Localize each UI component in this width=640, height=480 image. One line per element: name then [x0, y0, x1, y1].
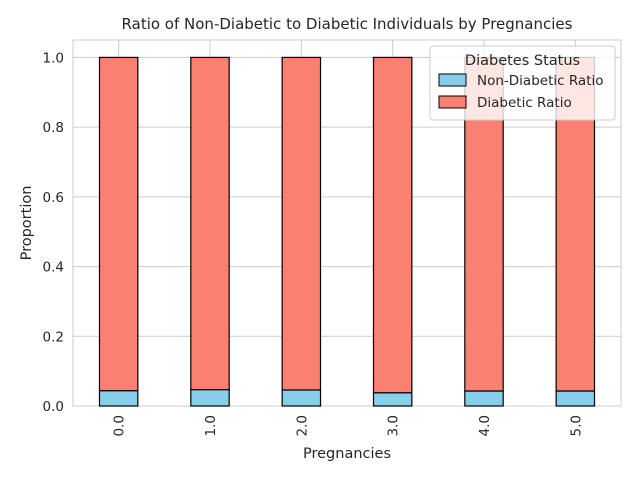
- x-tick-label: 3.0: [386, 415, 402, 436]
- x-tick-label: 0.0: [112, 415, 128, 436]
- y-tick-label: 0.8: [43, 120, 64, 136]
- chart-title: Ratio of Non-Diabetic to Diabetic Indivi…: [122, 15, 573, 33]
- bar-non-diabetic-ratio-2-0: [281, 389, 322, 407]
- legend: Diabetes Status Non-Diabetic Ratio Diabet…: [429, 45, 616, 121]
- x-tick-label: 2.0: [294, 415, 310, 436]
- bar-non-diabetic-ratio-4-0: [464, 390, 504, 407]
- bar-diabetic-ratio-3-0: [372, 56, 413, 394]
- x-axis-label: Pregnancies: [303, 446, 391, 462]
- legend-title: Diabetes Status: [465, 53, 580, 69]
- bar-diabetic-ratio-1-0: [190, 56, 230, 391]
- x-tick-label: 5.0: [568, 415, 584, 436]
- x-tick-label: 1.0: [203, 415, 219, 436]
- bar-non-diabetic-ratio-5-0: [555, 390, 596, 407]
- legend-swatch-non-diabetic-ratio: [438, 73, 467, 87]
- bar-non-diabetic-ratio-3-0: [372, 392, 413, 407]
- bar-non-diabetic-ratio-1-0: [190, 389, 230, 407]
- x-tick-label: 4.0: [477, 415, 493, 436]
- y-axis-label: Proportion: [19, 186, 35, 261]
- y-tick-label: 0.2: [43, 329, 64, 345]
- legend-label-non-diabetic-ratio: Non-Diabetic Ratio: [477, 73, 604, 89]
- legend-label-diabetic-ratio: Diabetic Ratio: [477, 95, 572, 111]
- x-tick-labels: 0.0 1.0 2.0 3.0 4.0 5.0: [112, 415, 585, 436]
- y-tick-labels: 0.0 0.2 0.4 0.6 0.8 1.0: [43, 50, 64, 415]
- bar-diabetic-ratio-2-0: [281, 56, 322, 391]
- legend-box: [429, 45, 616, 121]
- bar-diabetic-ratio-0-0: [98, 56, 139, 392]
- legend-swatch-diabetic-ratio: [438, 95, 467, 109]
- y-tick-label: 0.4: [43, 260, 64, 276]
- legend-items: Non-Diabetic Ratio Diabetic Ratio: [438, 73, 604, 111]
- y-tick-label: 0.0: [43, 399, 64, 415]
- bar-non-diabetic-ratio-0-0: [98, 390, 139, 407]
- y-tick-label: 0.6: [43, 190, 64, 206]
- y-tick-label: 1.0: [43, 50, 64, 66]
